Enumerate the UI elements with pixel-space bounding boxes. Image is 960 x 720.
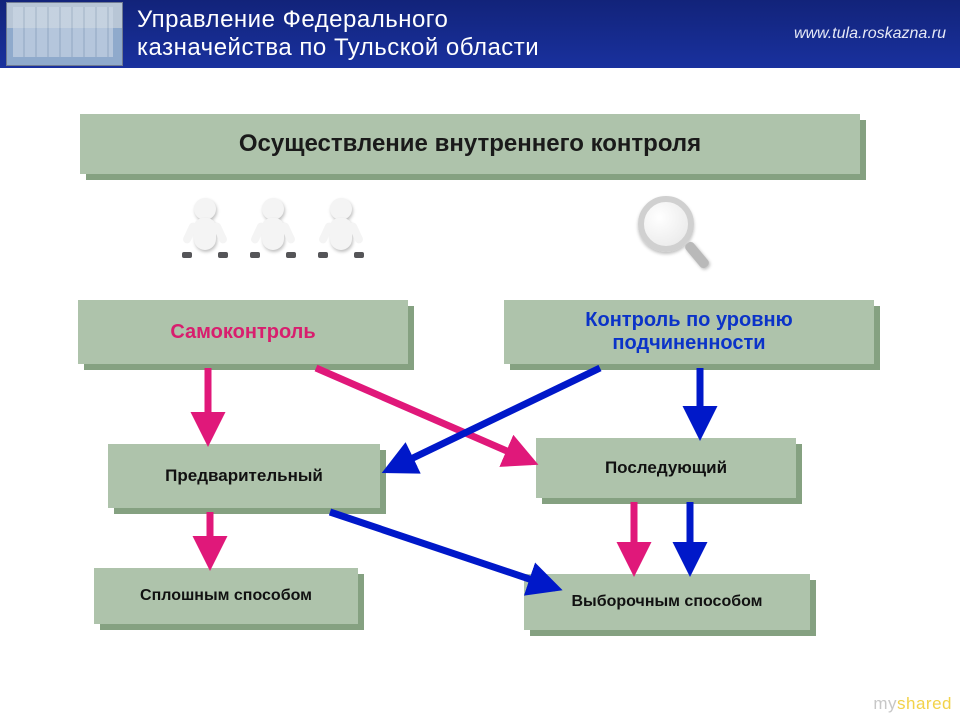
person-figure-icon	[248, 198, 298, 266]
banner-title-line1: Управление Федерального	[137, 6, 448, 33]
watermark: myshared	[873, 694, 952, 714]
node-selective-method: Выборочным способом	[524, 574, 810, 630]
figures-group-icon	[180, 198, 366, 266]
person-figure-icon	[316, 198, 366, 266]
node-full-method-label: Сплошным способом	[140, 587, 312, 605]
banner-title-line2: казначейства по Тульской области	[137, 34, 539, 61]
banner-url: www.tula.roskazna.ru	[794, 25, 960, 43]
magnifier-icon	[638, 196, 694, 252]
node-full-method: Сплошным способом	[94, 568, 358, 624]
node-selective-method-label: Выборочным способом	[572, 593, 763, 611]
node-hierarchy-control-label: Контроль по уровню подчиненности	[514, 309, 864, 355]
node-header: Осуществление внутреннего контроля	[80, 114, 860, 174]
watermark-accent: shared	[897, 694, 952, 713]
node-preliminary: Предварительный	[108, 444, 380, 508]
node-self-control-label: Самоконтроль	[170, 321, 315, 344]
node-header-label: Осуществление внутреннего контроля	[239, 130, 701, 158]
node-hierarchy-control: Контроль по уровню подчиненности	[504, 300, 874, 364]
banner-building-photo	[6, 2, 123, 66]
node-subsequent: Последующий	[536, 438, 796, 498]
watermark-prefix: my	[873, 694, 897, 713]
node-subsequent-label: Последующий	[605, 458, 727, 478]
top-banner: Управление Федерального казначейства по …	[0, 0, 960, 68]
person-figure-icon	[180, 198, 230, 266]
banner-title: Управление Федерального казначейства по …	[123, 6, 794, 61]
arrow	[330, 512, 556, 588]
node-self-control: Самоконтроль	[78, 300, 408, 364]
node-preliminary-label: Предварительный	[165, 466, 323, 486]
diagram-canvas: Осуществление внутреннего контроля Самок…	[0, 68, 960, 720]
